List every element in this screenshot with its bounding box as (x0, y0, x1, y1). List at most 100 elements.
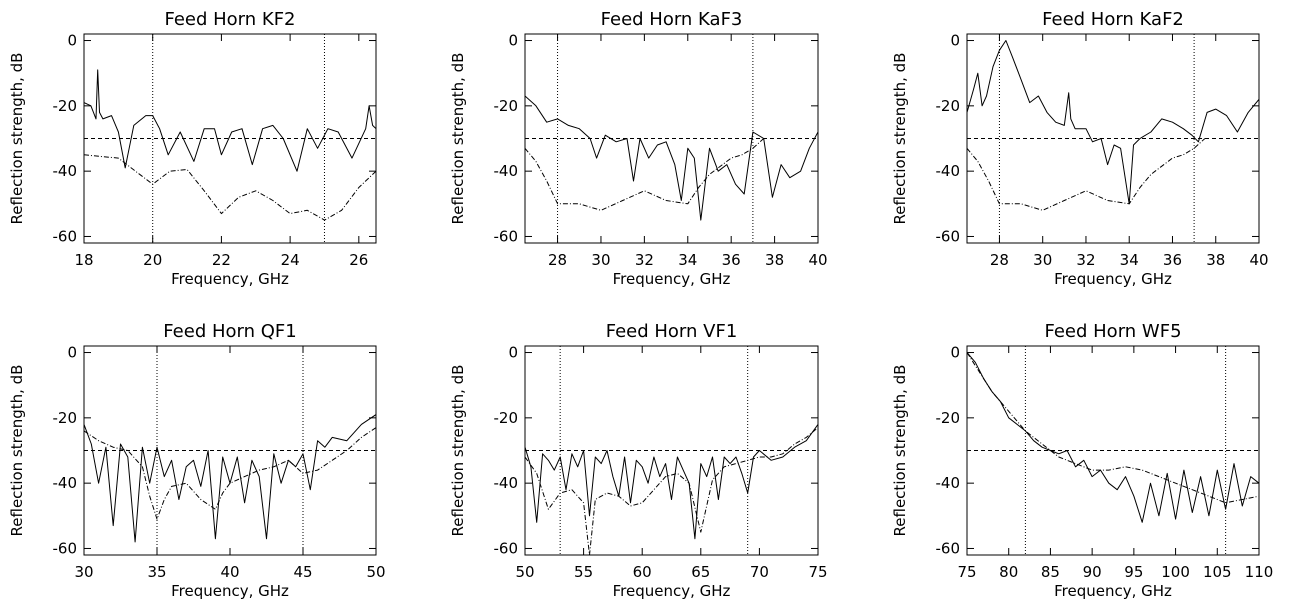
series-line-dashdot (525, 427, 818, 555)
x-tick-label: 30 (591, 251, 610, 269)
series-line-dashdot (84, 154, 376, 221)
y-tick-label: 0 (508, 344, 518, 362)
x-tick-label: 40 (808, 251, 827, 269)
chart-title: Feed Horn WF5 (1044, 321, 1181, 342)
x-tick-label: 75 (808, 563, 827, 581)
chart-panel-6: 75 80 85 90 95 100 105 110 0 -20 -40 -60 Feed Horn W… (891, 321, 1273, 600)
x-tick-label: 32 (635, 251, 654, 269)
y-tick-label: -20 (53, 409, 78, 427)
x-tick-label: 30 (1033, 251, 1052, 269)
x-tick-label: 100 (1161, 563, 1190, 581)
y-tick-label: -40 (936, 474, 961, 492)
series-line-solid (84, 69, 376, 172)
x-axis-label: Frequency, GHz (171, 270, 289, 288)
chart-panel-3: 28 30 32 34 36 38 40 0 -20 -40 -60 Feed Horn KaF2 Fr… (891, 9, 1269, 288)
y-tick-label: 0 (950, 32, 960, 50)
x-tick-label: 34 (678, 251, 697, 269)
x-tick-label: 90 (1083, 563, 1102, 581)
series-line-solid (967, 40, 1259, 205)
y-tick-label: -60 (53, 227, 78, 245)
y-tick-label: -20 (494, 97, 519, 115)
y-tick-label: -40 (53, 474, 78, 492)
y-tick-label: -60 (936, 227, 961, 245)
plot-frame (524, 345, 819, 556)
y-tick-label: -40 (53, 162, 78, 180)
x-tick-label: 85 (1041, 563, 1060, 581)
x-axis-label: Frequency, GHz (613, 582, 731, 600)
x-tick-label: 40 (1249, 251, 1268, 269)
y-tick-label: 0 (508, 32, 518, 50)
x-tick-label: 75 (957, 563, 976, 581)
x-tick-label: 38 (765, 251, 784, 269)
series-line-dashdot (967, 352, 1259, 504)
series-line-solid (525, 95, 818, 221)
y-axis-label: Reflection strength, dB (8, 53, 26, 225)
x-tick-label: 50 (515, 563, 534, 581)
x-tick-label: 22 (212, 251, 231, 269)
plot-frame (966, 33, 1260, 244)
series-line-solid (525, 424, 818, 540)
chart-panel-5: 50 55 60 65 70 75 0 -20 -40 -60 Feed Horn VF1 Frequ… (449, 321, 828, 600)
x-tick-label: 26 (349, 251, 368, 269)
chart-panel-4: 30 35 40 45 50 0 -20 -40 -60 Feed Horn QF1 Frequen… (8, 321, 386, 600)
plot-frame (524, 33, 819, 244)
x-tick-label: 65 (691, 563, 710, 581)
y-tick-label: 0 (950, 344, 960, 362)
y-axis-label: Reflection strength, dB (449, 365, 467, 537)
y-tick-label: -40 (936, 162, 961, 180)
x-tick-label: 36 (1163, 251, 1182, 269)
y-tick-label: -40 (494, 474, 519, 492)
series-line-dashdot (84, 427, 376, 520)
y-axis-label: Reflection strength, dB (8, 365, 26, 537)
chart-title: Feed Horn KaF3 (601, 9, 743, 30)
x-tick-label: 24 (281, 251, 300, 269)
y-tick-label: -60 (53, 539, 78, 557)
chart-title: Feed Horn QF1 (163, 321, 296, 342)
x-axis-label: Frequency, GHz (1054, 270, 1172, 288)
y-axis-label: Reflection strength, dB (891, 53, 909, 225)
x-tick-label: 80 (999, 563, 1018, 581)
x-tick-label: 32 (1076, 251, 1095, 269)
x-tick-label: 55 (574, 563, 593, 581)
chart-title: Feed Horn KF2 (164, 9, 295, 30)
y-axis-label: Reflection strength, dB (891, 365, 909, 537)
x-tick-label: 110 (1245, 563, 1274, 581)
x-axis-label: Frequency, GHz (171, 582, 289, 600)
y-tick-label: -60 (494, 227, 519, 245)
y-axis-label: Reflection strength, dB (449, 53, 467, 225)
plot-frame (966, 345, 1260, 556)
x-tick-label: 20 (143, 251, 162, 269)
x-tick-label: 18 (74, 251, 93, 269)
series-line-solid (84, 414, 376, 543)
y-tick-label: -60 (494, 539, 519, 557)
x-tick-label: 105 (1203, 563, 1232, 581)
y-tick-label: -40 (494, 162, 519, 180)
y-tick-label: 0 (67, 32, 77, 50)
y-tick-label: -60 (936, 539, 961, 557)
y-tick-label: -20 (494, 409, 519, 427)
chart-title: Feed Horn VF1 (606, 321, 738, 342)
x-axis-label: Frequency, GHz (1054, 582, 1172, 600)
plot-frame (83, 33, 377, 244)
x-tick-label: 35 (147, 563, 166, 581)
y-tick-label: -20 (53, 97, 78, 115)
x-tick-label: 50 (366, 563, 385, 581)
x-axis-label: Frequency, GHz (613, 270, 731, 288)
x-tick-label: 36 (722, 251, 741, 269)
x-tick-label: 40 (220, 563, 239, 581)
x-tick-label: 38 (1206, 251, 1225, 269)
series-line-dashdot (967, 138, 1206, 211)
y-tick-label: -20 (936, 409, 961, 427)
x-tick-label: 60 (633, 563, 652, 581)
y-tick-label: -20 (936, 97, 961, 115)
chart-title: Feed Horn KaF2 (1042, 9, 1184, 30)
x-tick-label: 45 (293, 563, 312, 581)
x-tick-label: 30 (74, 563, 93, 581)
chart-panel-1: 18 20 22 24 26 0 -20 -40 -60 Feed Horn KF2 Frequen… (8, 9, 377, 288)
x-tick-label: 28 (548, 251, 567, 269)
x-tick-label: 70 (750, 563, 769, 581)
x-tick-label: 28 (990, 251, 1009, 269)
chart-panel-2: 28 30 32 34 36 38 40 0 -20 -40 -60 Feed Horn KaF3 Fr… (449, 9, 828, 288)
series-line-solid (967, 352, 1259, 523)
